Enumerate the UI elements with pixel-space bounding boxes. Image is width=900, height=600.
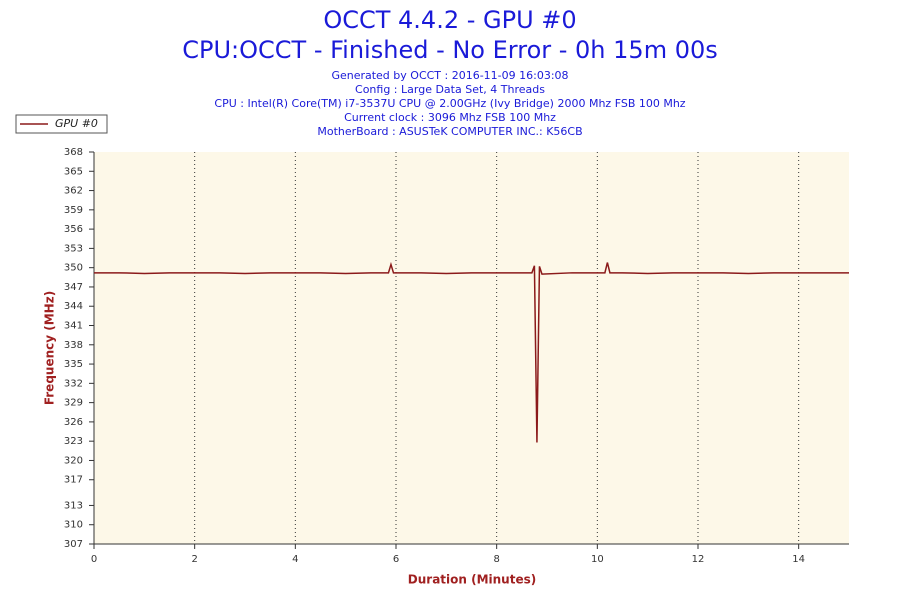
info-line: Current clock : 3096 Mhz FSB 100 Mhz bbox=[344, 111, 556, 124]
y-tick-label: 356 bbox=[64, 224, 83, 235]
chart-subtitle: CPU:OCCT - Finished - No Error - 0h 15m … bbox=[182, 36, 718, 64]
y-tick-label: 310 bbox=[64, 520, 83, 531]
y-tick-label: 368 bbox=[64, 147, 83, 158]
info-line: CPU : Intel(R) Core(TM) i7-3537U CPU @ 2… bbox=[214, 97, 685, 110]
y-tick-label: 362 bbox=[64, 186, 83, 197]
legend bbox=[15, 114, 108, 134]
y-tick-label: 353 bbox=[64, 243, 83, 254]
y-tick-label: 350 bbox=[64, 263, 83, 274]
x-axis-label: Duration (Minutes) bbox=[408, 573, 536, 587]
y-axis-label: Frequency (MHz) bbox=[43, 291, 57, 405]
y-tick-label: 323 bbox=[64, 436, 83, 447]
x-tick-label: 0 bbox=[91, 554, 97, 565]
x-tick-label: 10 bbox=[591, 554, 604, 565]
y-tick-label: 338 bbox=[64, 340, 83, 351]
chart-title: OCCT 4.4.2 - GPU #0 bbox=[323, 6, 576, 34]
x-tick-label: 4 bbox=[292, 554, 298, 565]
y-tick-label: 347 bbox=[64, 282, 83, 293]
y-tick-label: 341 bbox=[64, 321, 83, 332]
info-line: MotherBoard : ASUSTeK COMPUTER INC.: K56… bbox=[317, 125, 582, 138]
x-tick-label: 12 bbox=[692, 554, 705, 565]
y-tick-label: 332 bbox=[64, 378, 83, 389]
y-tick-label: 307 bbox=[64, 539, 83, 550]
y-tick-label: 313 bbox=[64, 500, 83, 511]
info-line: Config : Large Data Set, 4 Threads bbox=[355, 83, 545, 96]
x-tick-label: 8 bbox=[493, 554, 499, 565]
x-tick-label: 6 bbox=[393, 554, 399, 565]
x-tick-label: 14 bbox=[792, 554, 805, 565]
y-tick-label: 320 bbox=[64, 455, 83, 466]
y-tick-label: 335 bbox=[64, 359, 83, 370]
info-line: Generated by OCCT : 2016-11-09 16:03:08 bbox=[331, 69, 568, 82]
y-tick-label: 344 bbox=[64, 301, 83, 312]
y-tick-label: 329 bbox=[64, 398, 83, 409]
y-tick-label: 317 bbox=[64, 475, 83, 486]
legend-label: GPU #0 bbox=[55, 117, 98, 130]
data-line bbox=[94, 261, 849, 443]
plot-area bbox=[94, 152, 849, 544]
y-tick-label: 326 bbox=[64, 417, 83, 428]
x-tick-label: 2 bbox=[191, 554, 197, 565]
y-tick-label: 365 bbox=[64, 166, 83, 177]
y-tick-label: 359 bbox=[64, 205, 83, 216]
